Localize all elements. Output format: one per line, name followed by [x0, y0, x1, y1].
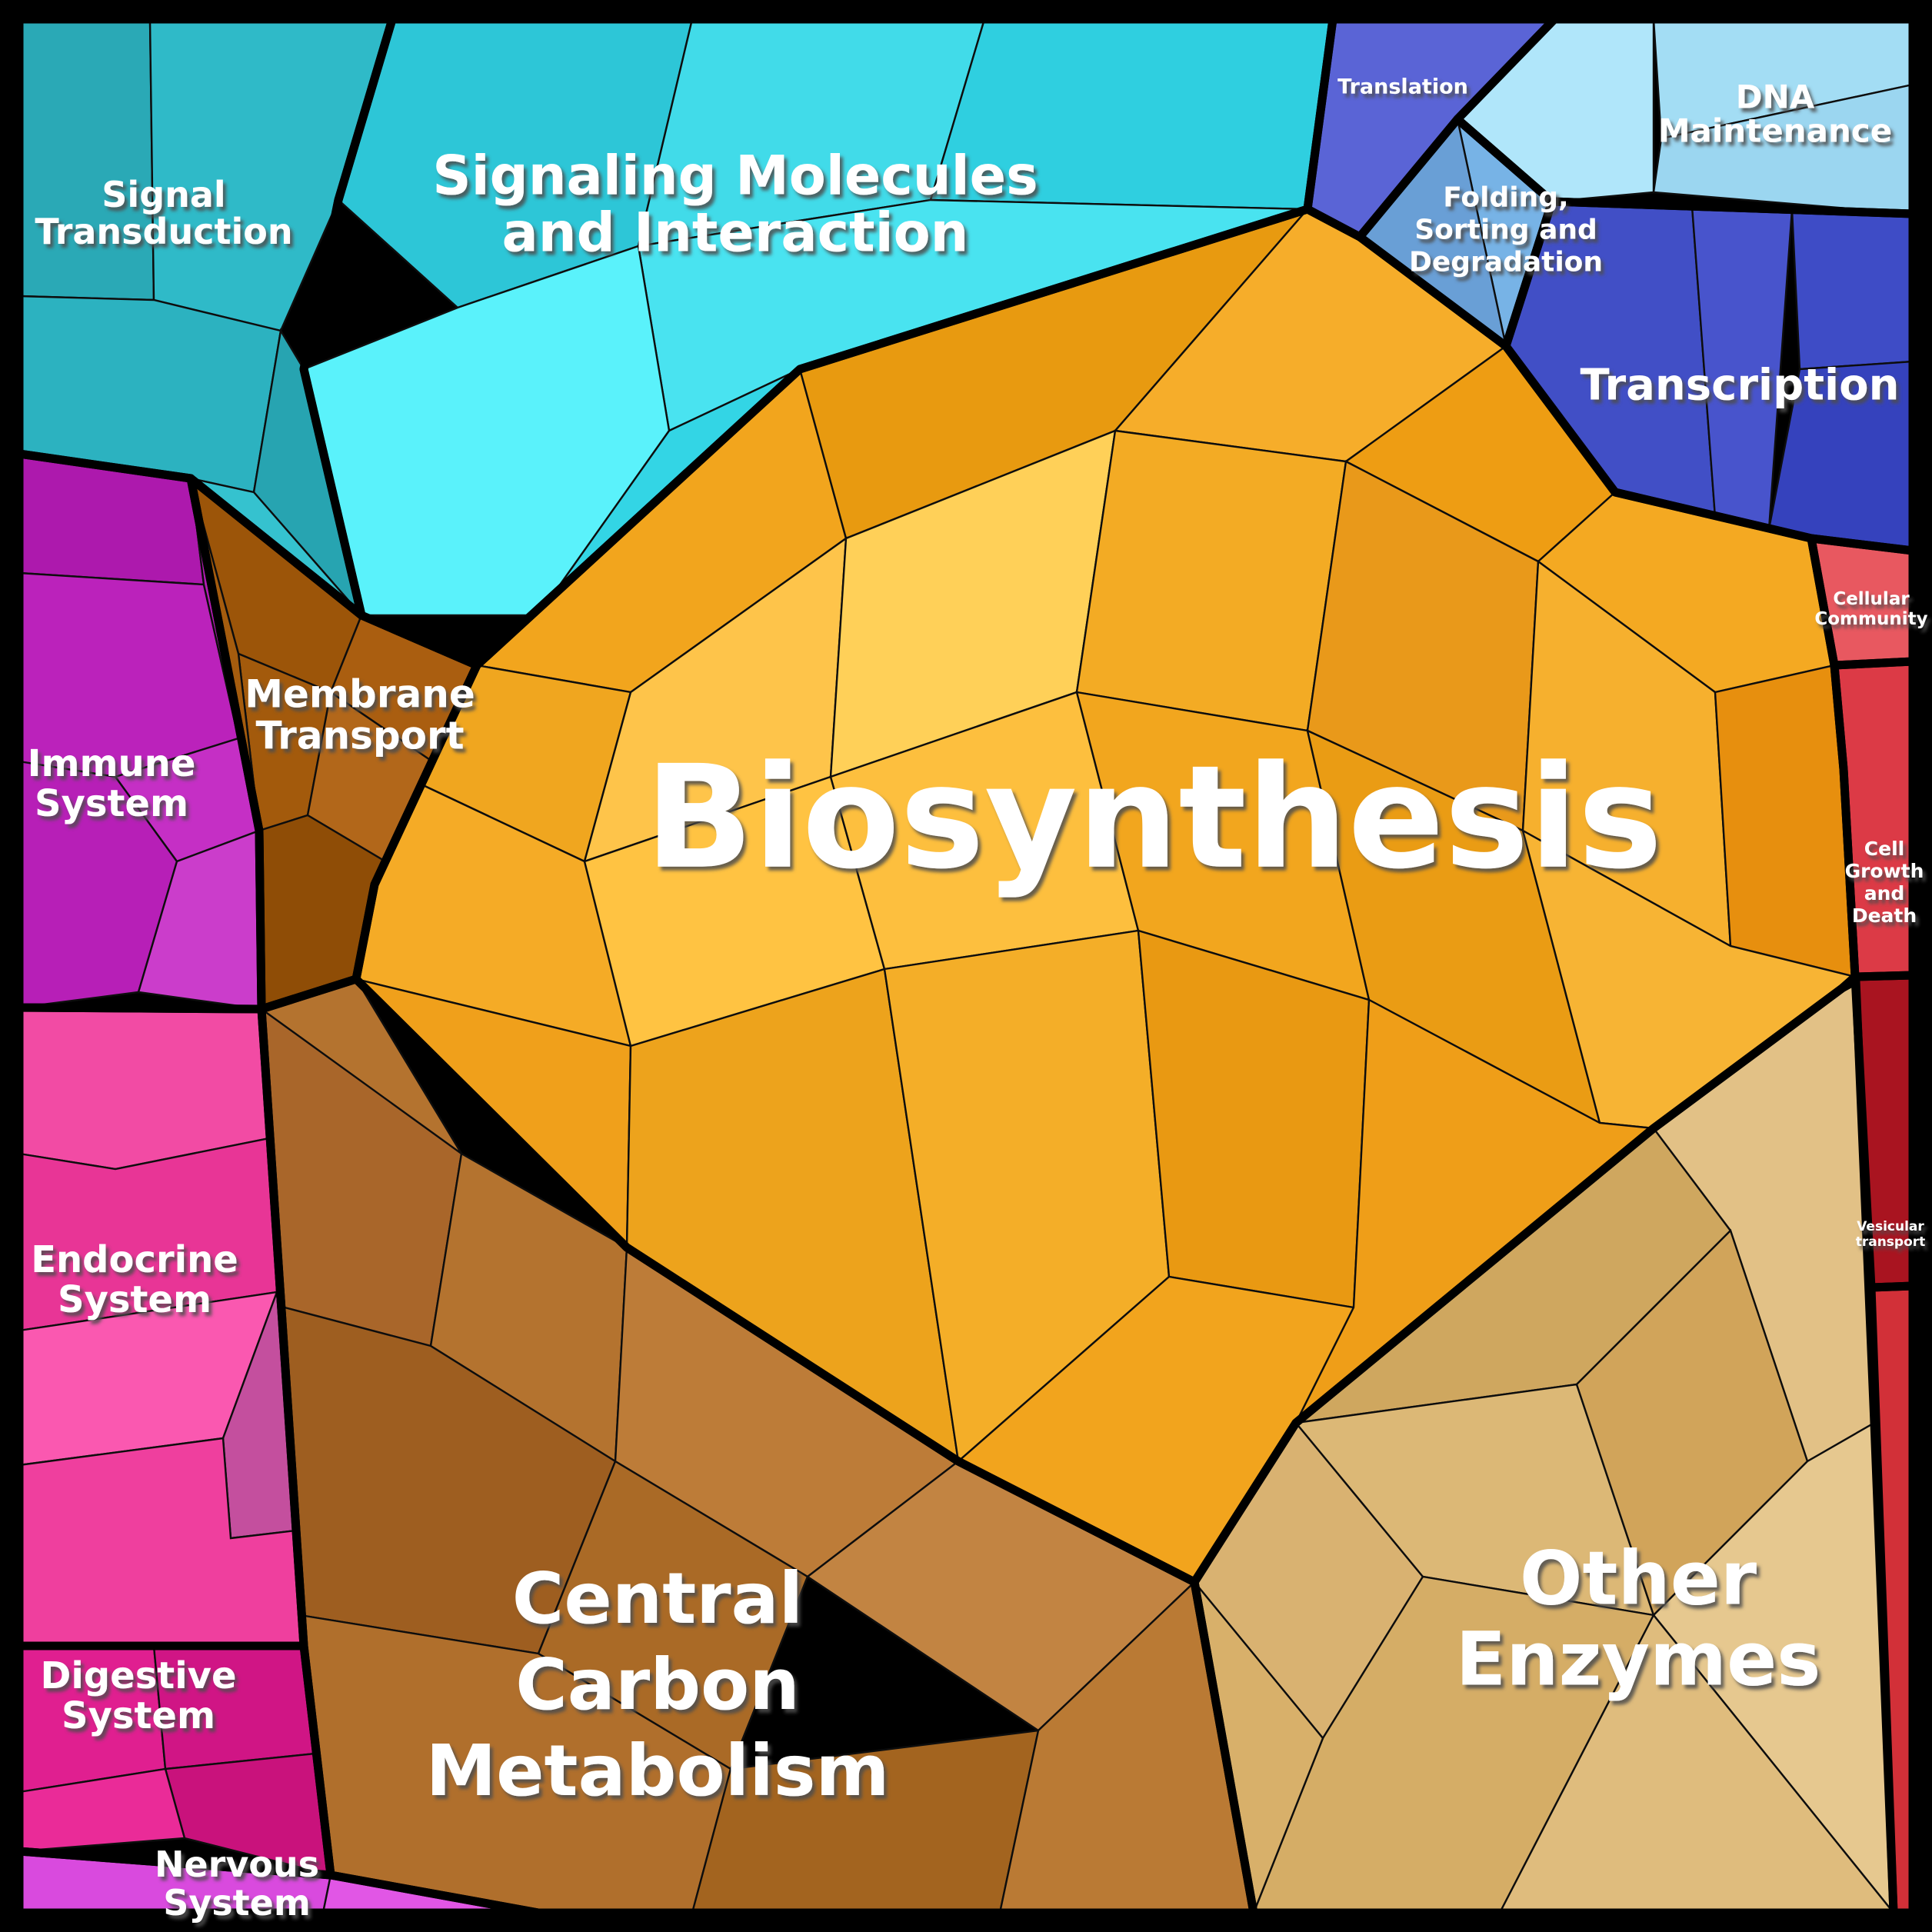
label-biosynthesis: Biosynthesis — [645, 734, 1662, 901]
cell-signal-transduction-0 — [18, 18, 155, 301]
label-signaling-molecules: Signaling Molecules and Interaction — [432, 145, 1038, 265]
label-dna-maintenance: DNA Maintenance — [1658, 78, 1893, 150]
cell-biosynthesis-11 — [1714, 664, 1857, 978]
cell-transcription-2 — [1790, 208, 1914, 371]
label-endocrine-system: Endocrine System — [31, 1238, 238, 1321]
labels-layer: Signal Transduction Signaling Molecules and… — [28, 75, 1928, 1924]
cell-biosynthesis-8 — [1075, 429, 1347, 732]
label-vesicular-transport: Vesicular transport — [1856, 1219, 1926, 1250]
label-other-enzymes: Other Enzymes — [1456, 1536, 1821, 1703]
cell-endocrine-system-0 — [18, 1006, 271, 1171]
label-cellular-community: Cellular Community — [1814, 589, 1927, 629]
outline-other-enzymes — [1190, 976, 1898, 1917]
label-central-carbon-metabolism: Central Carbon Metabolism — [426, 1557, 890, 1812]
label-nervous-system: Nervous System — [155, 1844, 319, 1924]
outlines-layer — [15, 15, 1917, 1917]
label-transcription: Transcription — [1580, 361, 1899, 411]
label-folding-sorting-degradation: Folding, Sorting and Degradation — [1409, 182, 1603, 278]
label-translation: Translation — [1337, 75, 1468, 98]
label-cell-growth-and-death: Cell Growth and Death — [1845, 838, 1924, 927]
label-membrane-transport: Membrane Transport — [245, 672, 475, 758]
label-digestive-system: Digestive System — [40, 1654, 236, 1737]
label-signal-transduction: Signal Transduction — [35, 174, 292, 252]
label-immune-system: Immune System — [28, 742, 196, 825]
